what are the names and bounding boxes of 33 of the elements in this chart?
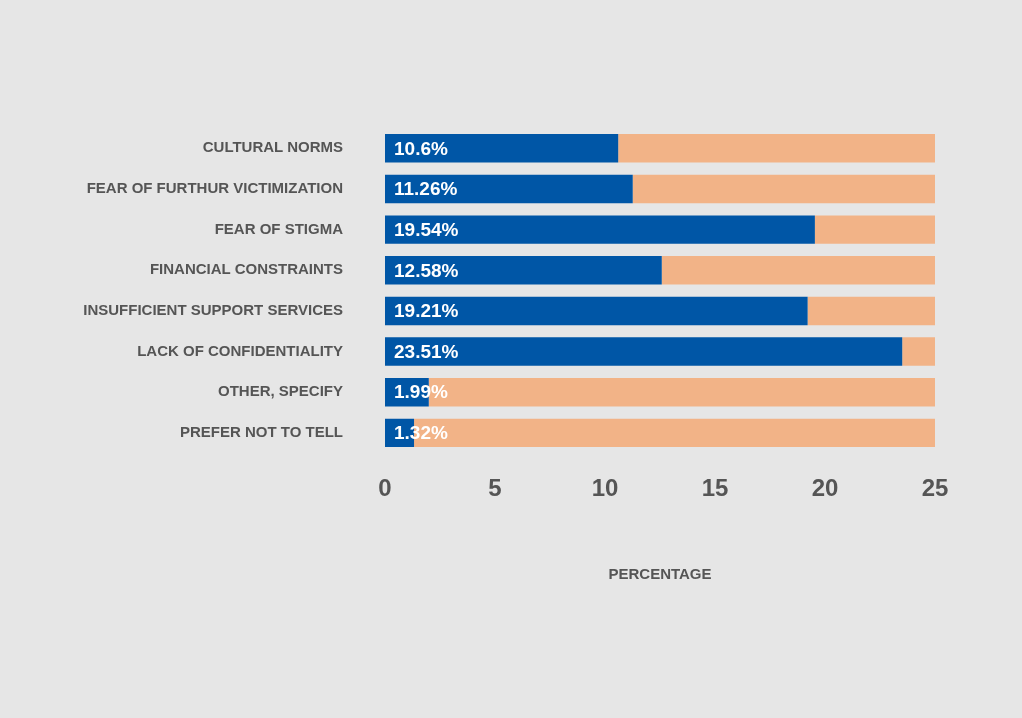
y-tick-label: OTHER, SPECIFY — [217, 382, 343, 400]
y-tick-label: FEAR OF STIGMA — [214, 219, 344, 237]
bar — [618, 134, 935, 163]
x-tick-label: 5 — [488, 474, 502, 502]
data-label: 23.51% — [394, 340, 459, 362]
data-label: 19.54% — [394, 218, 459, 240]
x-tick-label: 15 — [701, 474, 729, 502]
bar — [385, 174, 633, 204]
y-tick-label: FINANCIAL CONSTRAINTS — [149, 260, 343, 278]
y-tick-label: INSUFFICIENT SUPPORT SERVICES — [83, 301, 343, 319]
x-tick-label: 10 — [591, 474, 619, 502]
x-tick-label: 25 — [921, 474, 949, 502]
bar — [385, 296, 808, 326]
bar — [385, 134, 619, 163]
bar — [902, 337, 935, 366]
x-tick-label: 20 — [811, 474, 839, 502]
bar — [814, 215, 935, 244]
y-tick-label: PREFER NOT TO TELL — [179, 423, 343, 441]
bar — [632, 174, 935, 204]
bar — [807, 296, 935, 326]
data-label: 19.21% — [394, 300, 459, 322]
y-tick-label: FEAR OF FURTHUR VICTIMIZATION — [86, 179, 343, 197]
data-label: 12.58% — [394, 259, 459, 281]
bar — [385, 256, 662, 285]
x-tick-label: 0 — [378, 474, 392, 502]
y-tick-label: LACK OF CONFIDENTIALITY — [137, 341, 343, 359]
bar — [661, 256, 935, 285]
data-label: 11.26% — [394, 178, 458, 200]
data-label: 10.6% — [394, 137, 448, 159]
y-tick-label: CULTURAL NORMS — [202, 138, 343, 156]
bar — [385, 215, 815, 244]
bar — [385, 337, 903, 366]
x-axis-title: PERCENTAGE — [608, 565, 712, 583]
